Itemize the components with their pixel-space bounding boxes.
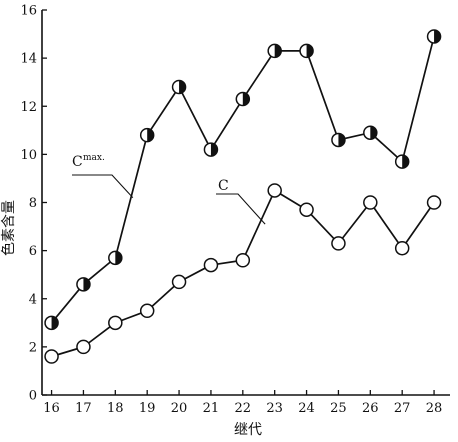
leader-line-upper	[72, 174, 134, 199]
data-point	[394, 154, 410, 169]
data-point	[235, 253, 251, 268]
x-tick-label: 27	[394, 401, 411, 416]
data-point	[139, 303, 155, 319]
data-point	[299, 202, 314, 217]
series-line	[50, 36, 435, 324]
x-tick-label: 17	[75, 401, 92, 416]
x-tick-label: 22	[235, 401, 252, 416]
series	[44, 29, 442, 364]
axes	[41, 9, 450, 396]
y-tick-label: 0	[29, 389, 37, 404]
y-tick-label: 6	[29, 244, 37, 259]
y-tick-label: 16	[20, 4, 37, 19]
x-tick-label: 25	[330, 401, 347, 416]
data-point	[299, 43, 314, 59]
y-tick-label: 14	[20, 52, 37, 67]
marker-fill	[402, 155, 409, 169]
data-point	[203, 142, 219, 157]
data-point	[267, 43, 282, 59]
data-point	[108, 315, 123, 331]
x-tick-label: 23	[266, 401, 283, 416]
series-1	[44, 29, 442, 331]
marker-fill	[51, 316, 59, 330]
x-tick-label: 18	[107, 401, 124, 416]
data-point	[235, 91, 251, 107]
marker-fill	[338, 133, 345, 147]
marker-fill	[370, 126, 377, 140]
data-point	[108, 250, 123, 266]
x-tick-label: 24	[298, 401, 315, 416]
series-2	[44, 183, 442, 364]
y-tick-label: 2	[29, 340, 37, 355]
marker-fill	[210, 143, 218, 157]
marker-fill	[147, 128, 154, 142]
data-point	[76, 339, 91, 355]
marker-fill	[274, 44, 282, 58]
y-axis-title: 色素含量	[0, 200, 17, 256]
series-line	[51, 189, 435, 358]
data-point	[363, 195, 378, 210]
marker-fill	[83, 277, 90, 291]
data-point	[171, 274, 187, 290]
data-point	[331, 132, 346, 148]
data-point	[331, 236, 346, 251]
marker-fill	[306, 44, 314, 58]
data-point	[267, 183, 282, 198]
x-tick-label: 19	[139, 401, 156, 416]
marker-fill	[179, 80, 186, 94]
data-point	[76, 277, 91, 292]
series-label-lower: C	[216, 178, 266, 225]
y-tick-label: 10	[20, 148, 37, 163]
data-point	[171, 79, 187, 95]
series-label-lower-text: C	[218, 178, 229, 194]
marker-fill	[434, 29, 441, 43]
y-tick-label: 12	[20, 100, 37, 115]
series-label-upper-sup: max.	[83, 153, 105, 163]
data-point	[426, 29, 442, 44]
y-tick-label: 8	[29, 196, 37, 211]
x-tick-label: 28	[426, 401, 443, 416]
x-tick-label: 21	[203, 401, 220, 416]
marker-fill	[242, 92, 250, 106]
x-tick-label: 20	[171, 401, 188, 416]
leader-line-lower	[216, 193, 266, 225]
y-tick-label: 4	[29, 292, 37, 307]
x-tick-label: 16	[43, 401, 60, 416]
series-label-upper-text: C	[72, 154, 83, 170]
x-axis-title: 继代	[234, 422, 262, 438]
data-point	[394, 240, 410, 256]
data-point	[139, 127, 155, 143]
data-point	[363, 125, 378, 140]
x-tick-label: 26	[362, 401, 379, 416]
marker-fill	[115, 251, 122, 265]
data-point	[44, 349, 59, 364]
data-point	[44, 315, 59, 331]
data-point	[203, 257, 219, 273]
data-point	[426, 195, 442, 210]
